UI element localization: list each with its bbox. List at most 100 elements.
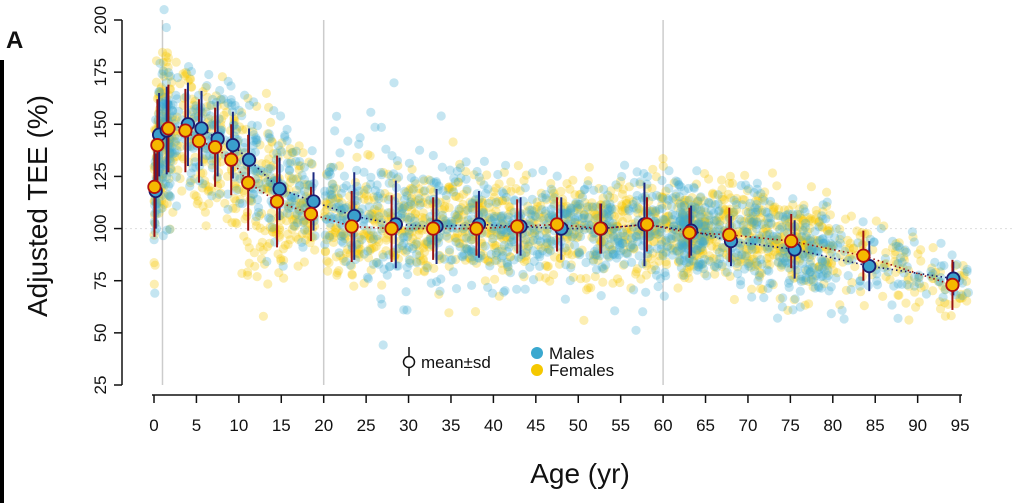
female-data-point — [807, 237, 817, 247]
female-data-point — [516, 253, 526, 263]
female-data-point — [263, 279, 273, 289]
female-data-point — [322, 256, 332, 266]
female-data-point — [863, 229, 873, 239]
female-data-point — [405, 183, 416, 194]
male-data-point — [596, 291, 606, 301]
male-data-point — [587, 202, 598, 212]
female-data-point — [262, 242, 272, 252]
male-data-point — [372, 201, 382, 211]
female-data-point — [275, 145, 285, 155]
female-data-point — [258, 245, 268, 255]
female-data-point — [177, 186, 187, 196]
female-data-point — [700, 269, 710, 279]
female-data-point — [525, 236, 535, 247]
male-data-point — [831, 252, 841, 262]
female-data-point — [725, 271, 735, 281]
male-data-point — [762, 265, 772, 275]
female-data-point — [364, 209, 374, 219]
female-data-point — [377, 280, 387, 290]
male-data-point — [294, 157, 305, 167]
female-data-point — [299, 257, 309, 267]
female-data-point — [658, 248, 669, 258]
female-data-point — [612, 221, 622, 231]
female-data-point — [200, 207, 210, 217]
female-data-point — [680, 240, 690, 250]
female-data-point — [663, 211, 674, 221]
female-data-point — [157, 91, 168, 101]
female-data-point — [783, 223, 793, 233]
female-data-point — [762, 214, 772, 224]
female-data-point — [347, 270, 357, 280]
female-data-point — [234, 171, 244, 181]
male-data-point — [327, 193, 338, 203]
male-data-point — [584, 213, 594, 223]
male-data-point — [561, 260, 571, 270]
males-mean-marker — [225, 138, 241, 153]
female-data-point — [846, 211, 857, 221]
female-data-point — [465, 253, 475, 263]
y-tick-label: 75 — [91, 271, 110, 290]
female-data-point — [454, 192, 464, 202]
male-data-point — [909, 237, 919, 247]
female-data-point — [891, 267, 901, 277]
x-tick-label: 35 — [442, 416, 461, 435]
male-data-point — [332, 111, 342, 121]
male-data-point — [936, 238, 946, 248]
y-tick-label: 100 — [91, 214, 110, 242]
female-data-point — [959, 271, 969, 281]
female-data-point — [814, 261, 824, 271]
female-data-point — [250, 261, 260, 271]
male-data-point — [816, 272, 826, 282]
male-data-point — [788, 194, 798, 204]
female-data-point — [647, 265, 657, 275]
female-data-point — [658, 154, 668, 164]
female-data-point — [662, 259, 672, 270]
male-data-point — [202, 81, 212, 91]
female-data-point — [284, 202, 294, 212]
female-data-point — [919, 281, 929, 291]
male-data-point — [778, 293, 788, 303]
female-data-point — [635, 230, 645, 240]
female-data-point — [381, 233, 391, 243]
female-data-point — [739, 225, 749, 235]
female-data-point — [215, 179, 226, 189]
female-data-point — [476, 176, 486, 186]
female-data-point — [485, 257, 495, 267]
male-data-point — [608, 245, 618, 255]
female-data-point — [712, 216, 722, 227]
male-data-point — [452, 166, 462, 176]
female-data-point — [806, 182, 817, 192]
x-tick-label: 60 — [654, 416, 673, 435]
female-data-point — [746, 262, 756, 272]
male-data-point — [713, 190, 723, 200]
female-data-point — [363, 195, 373, 205]
female-data-point — [814, 236, 824, 246]
male-data-point — [412, 258, 422, 268]
female-data-point — [742, 251, 752, 261]
male-data-point — [253, 207, 264, 217]
female-data-point — [774, 204, 784, 215]
panel-edge-bar — [0, 60, 4, 503]
female-data-point — [212, 193, 222, 203]
female-data-point — [515, 186, 525, 196]
female-data-point — [469, 170, 479, 180]
male-data-point — [339, 171, 349, 181]
female-data-point — [354, 249, 364, 259]
female-data-point — [511, 184, 521, 194]
male-data-point — [436, 274, 446, 284]
female-data-point — [157, 47, 168, 58]
female-data-point — [916, 245, 926, 255]
female-data-point — [458, 199, 468, 210]
female-data-point — [744, 202, 755, 212]
male-data-point — [602, 209, 612, 219]
female-data-point — [955, 293, 966, 303]
female-data-point — [277, 138, 287, 148]
female-data-point — [857, 272, 867, 282]
female-data-point — [598, 193, 608, 203]
female-data-point — [440, 201, 450, 211]
male-data-point — [674, 192, 685, 202]
male-data-point — [574, 248, 585, 258]
female-data-point — [633, 202, 643, 212]
female-data-point — [424, 242, 434, 252]
male-data-point — [709, 216, 719, 226]
